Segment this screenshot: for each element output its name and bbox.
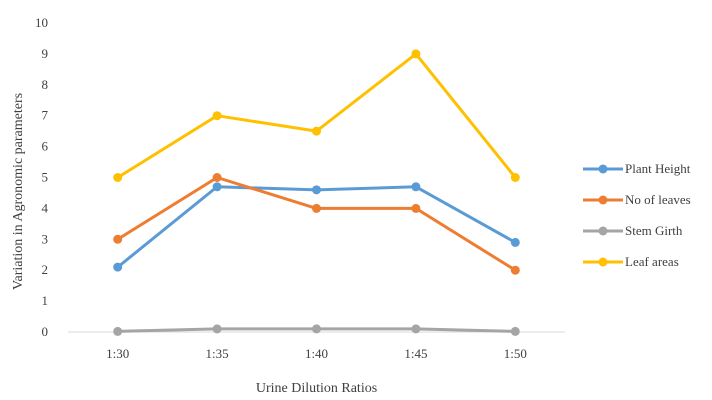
legend-item: Stem Girth [583,223,683,238]
data-point [312,185,321,195]
x-tick-label: 1:50 [504,346,527,361]
legend-label: Leaf areas [625,254,679,269]
y-tick-label: 8 [42,77,49,92]
legend-marker [598,257,608,267]
data-point [411,182,421,192]
series-points [113,49,520,336]
y-axis-ticks: 0 1 2 3 4 5 6 7 8 9 10 [35,15,49,339]
y-tick-label: 2 [42,262,49,277]
y-tick-label: 6 [42,139,49,154]
data-point [212,111,222,121]
x-tick-label: 1:35 [206,346,229,361]
x-axis-ticks: 1:30 1:35 1:40 1:45 1:50 [106,346,527,361]
y-tick-label: 10 [35,15,48,30]
x-tick-label: 1:45 [404,346,427,361]
data-point [113,326,123,336]
y-axis-title: Variation in Agronomic parameters [11,93,26,290]
x-tick-label: 1:30 [106,346,129,361]
legend-marker [598,195,608,205]
data-point [312,126,321,136]
legend-item: Leaf areas [583,254,679,269]
data-point [411,324,421,334]
x-tick-label: 1:40 [305,346,328,361]
data-point [212,173,222,182]
legend-item: Plant Height [583,161,691,176]
legend-label: Plant Height [625,161,691,176]
data-point [212,182,222,192]
y-tick-label: 0 [42,324,49,339]
series-line-1 [116,185,517,269]
legend-label: No of leaves [625,192,691,207]
y-tick-label: 1 [42,293,49,308]
legend-item: No of leaves [583,192,691,207]
data-point [411,49,421,59]
data-point [312,324,321,334]
y-tick-label: 3 [42,231,49,246]
y-tick-label: 9 [42,46,49,61]
legend-label: Stem Girth [625,223,683,238]
data-point [113,234,123,244]
data-point [510,173,520,182]
x-axis-title: Urine Dilution Ratios [256,381,377,396]
data-point [113,173,123,182]
legend-marker [598,164,608,174]
data-point [212,324,222,334]
data-point [510,237,520,247]
y-tick-label: 4 [42,200,49,215]
series-line-4 [116,52,517,179]
legend: Plant Height No of leaves Stem Girth Leaf a… [583,161,691,269]
data-point [510,265,520,275]
y-tick-label: 5 [42,170,49,185]
data-point [113,262,123,272]
data-point [312,203,321,213]
data-point [411,203,421,213]
legend-marker [598,226,608,236]
data-point [510,326,520,336]
y-tick-label: 7 [42,108,49,123]
